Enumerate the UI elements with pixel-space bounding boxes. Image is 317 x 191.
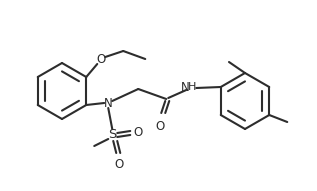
Text: S: S	[108, 129, 116, 142]
Text: O: O	[115, 158, 124, 171]
Text: O: O	[156, 121, 165, 134]
Text: N: N	[104, 96, 113, 109]
Text: O: O	[134, 126, 143, 139]
Text: O: O	[97, 53, 106, 66]
Text: H: H	[188, 82, 197, 92]
Text: N: N	[181, 80, 190, 94]
